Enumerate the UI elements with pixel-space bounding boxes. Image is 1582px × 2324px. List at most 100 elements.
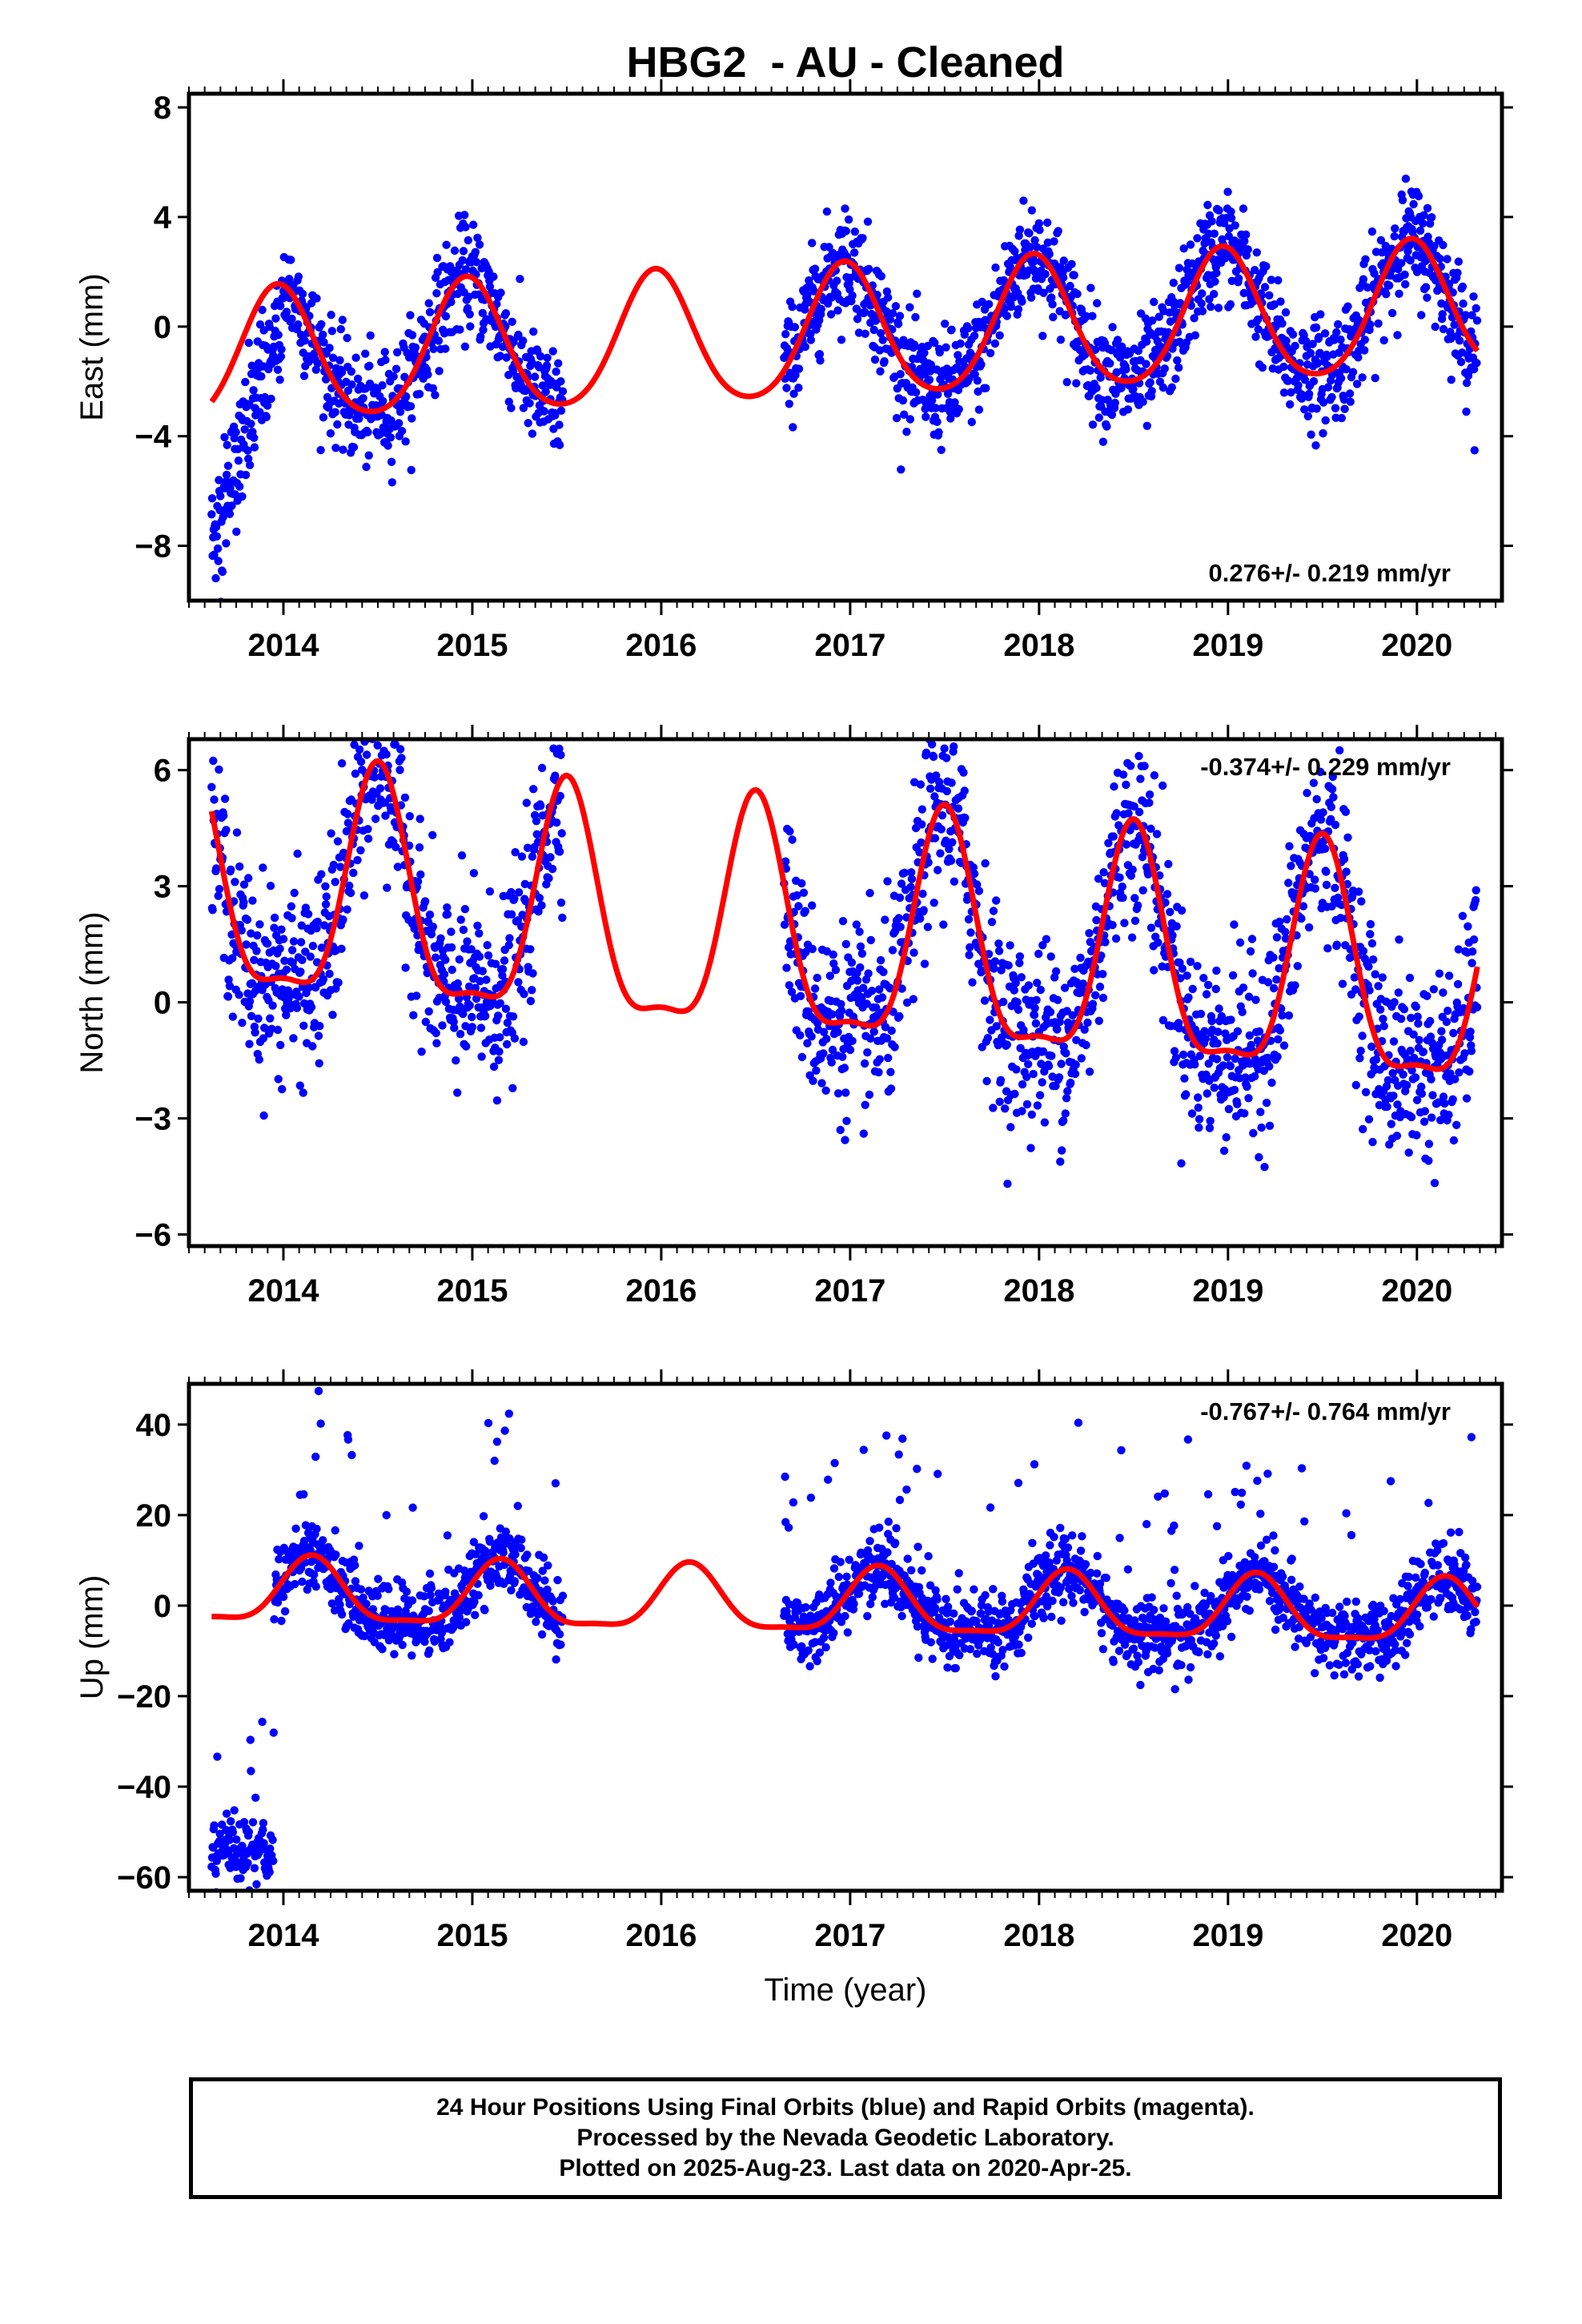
data-point xyxy=(1027,206,1037,215)
data-point xyxy=(544,874,553,883)
data-point xyxy=(333,420,342,429)
data-point xyxy=(1316,767,1325,777)
data-point xyxy=(821,1086,830,1096)
data-point xyxy=(347,367,355,376)
data-point xyxy=(225,509,235,518)
data-point xyxy=(325,969,334,979)
data-point xyxy=(1167,383,1177,392)
data-point xyxy=(1358,1031,1367,1040)
data-point xyxy=(1246,947,1255,956)
data-point xyxy=(909,340,919,349)
data-point xyxy=(1376,235,1386,245)
data-point xyxy=(299,1088,307,1097)
data-point xyxy=(1389,1037,1399,1046)
data-point xyxy=(336,862,345,871)
data-point xyxy=(1130,802,1138,811)
data-point xyxy=(853,976,862,985)
data-point xyxy=(260,1023,269,1032)
data-point xyxy=(447,943,456,952)
data-point xyxy=(251,1793,260,1802)
data-point xyxy=(866,935,876,945)
data-point xyxy=(210,550,219,559)
data-point xyxy=(1320,844,1330,854)
data-point xyxy=(556,791,564,801)
data-point xyxy=(1197,299,1206,308)
data-point xyxy=(1171,1053,1181,1062)
data-point xyxy=(1032,995,1041,1005)
data-point xyxy=(478,967,487,975)
data-point xyxy=(1070,964,1079,974)
data-point xyxy=(1435,969,1444,978)
data-point xyxy=(942,836,950,846)
data-point xyxy=(526,996,536,1006)
data-point xyxy=(1014,1005,1023,1015)
data-point xyxy=(382,1510,391,1520)
data-point xyxy=(816,356,825,365)
data-point xyxy=(1472,304,1480,313)
data-point xyxy=(1460,1049,1469,1058)
data-point xyxy=(405,812,414,821)
data-point xyxy=(273,1025,283,1035)
data-point xyxy=(1388,1068,1397,1078)
data-point xyxy=(841,1088,850,1097)
data-point xyxy=(1455,336,1464,345)
data-point xyxy=(961,814,970,822)
data-point xyxy=(1098,970,1107,979)
data-point xyxy=(431,953,440,962)
data-point xyxy=(211,864,221,873)
data-point xyxy=(1039,288,1048,297)
data-point xyxy=(987,918,997,927)
data-point xyxy=(1454,945,1464,954)
data-point xyxy=(525,399,534,408)
data-point xyxy=(1415,226,1425,235)
data-point xyxy=(1222,1133,1231,1142)
data-point xyxy=(1453,979,1463,989)
data-point xyxy=(326,429,335,438)
data-point xyxy=(259,1034,268,1043)
data-point xyxy=(1046,1007,1055,1017)
data-point xyxy=(542,361,552,370)
data-point xyxy=(803,1039,812,1047)
data-point xyxy=(817,304,825,314)
data-point xyxy=(429,344,438,353)
data-point xyxy=(247,420,255,428)
data-point xyxy=(415,843,424,852)
data-point xyxy=(510,895,519,903)
data-point xyxy=(244,338,253,348)
data-point xyxy=(1162,890,1172,899)
data-point xyxy=(1094,1016,1104,1026)
data-point xyxy=(298,955,307,965)
data-point xyxy=(381,811,390,820)
data-point xyxy=(373,703,381,711)
data-point xyxy=(476,1023,486,1032)
data-point xyxy=(1429,985,1439,994)
data-point xyxy=(847,958,857,967)
data-point xyxy=(1002,1040,1012,1049)
data-point xyxy=(1327,802,1336,811)
data-point xyxy=(1205,1124,1215,1132)
data-point xyxy=(214,718,222,726)
data-point xyxy=(1267,1078,1276,1088)
data-point xyxy=(480,1606,489,1614)
data-point xyxy=(1258,363,1267,372)
data-point xyxy=(1409,199,1418,209)
data-point xyxy=(787,987,797,996)
data-point xyxy=(1095,983,1105,991)
data-point xyxy=(1274,1035,1283,1044)
data-point xyxy=(1177,906,1186,915)
data-point xyxy=(1400,270,1409,279)
data-point xyxy=(1311,323,1321,332)
data-point xyxy=(1348,368,1358,376)
data-point xyxy=(1091,991,1100,1000)
data-point xyxy=(1118,770,1128,779)
y-tick-label: −6 xyxy=(135,1218,171,1253)
plot-area-east xyxy=(207,175,1482,601)
data-point xyxy=(1447,376,1456,384)
data-point xyxy=(945,845,954,854)
data-point xyxy=(447,927,456,936)
data-point xyxy=(1271,322,1280,331)
data-point xyxy=(1034,219,1044,228)
data-point xyxy=(396,408,405,416)
data-point xyxy=(1260,1163,1269,1172)
